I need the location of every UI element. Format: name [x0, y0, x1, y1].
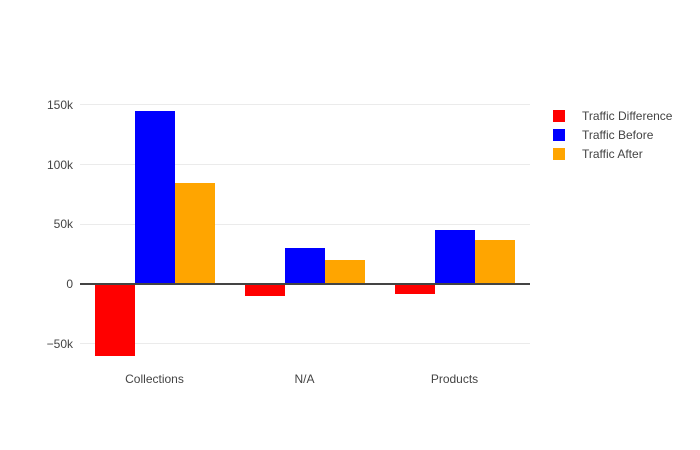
legend-swatch-traffic-before: [553, 128, 565, 141]
legend-item-traffic-after[interactable]: Traffic After: [553, 144, 672, 163]
x-tick-label-n-a: N/A: [294, 372, 315, 386]
bar-traffic-after-n-a[interactable]: [324, 260, 365, 284]
bar-traffic-before-collections[interactable]: [134, 110, 175, 284]
x-tick-label-collections: Collections: [125, 372, 184, 386]
y-tick-label-100k: 100k: [46, 157, 73, 172]
legend-label-traffic-difference: Traffic Difference: [582, 108, 673, 123]
legend-label-traffic-before: Traffic Before: [582, 127, 654, 142]
y-tick-label-150k: 150k: [46, 97, 73, 112]
y-tick-label-50k: 50k: [53, 217, 73, 232]
bar-traffic-difference-collections[interactable]: [94, 284, 135, 356]
bar-traffic-before-n-a[interactable]: [284, 248, 325, 284]
legend-swatch-traffic-difference: [553, 109, 565, 122]
legend-item-traffic-difference[interactable]: Traffic Difference: [553, 106, 672, 125]
bar-traffic-difference-products[interactable]: [394, 284, 435, 294]
bar-traffic-after-collections[interactable]: [174, 182, 215, 284]
gridline--50k: [79, 343, 530, 345]
y-tick-label--50k: −50k: [46, 336, 73, 351]
bar-traffic-before-products[interactable]: [434, 230, 475, 284]
legend-label-traffic-after: Traffic After: [582, 146, 643, 161]
gridline-150k: [79, 104, 530, 106]
bar-traffic-after-products[interactable]: [474, 239, 515, 284]
gridline-100k: [79, 164, 530, 166]
legend-swatch-traffic-after: [553, 147, 565, 160]
bar-traffic-difference-n-a[interactable]: [244, 284, 285, 296]
legend-item-traffic-before[interactable]: Traffic Before: [553, 125, 672, 144]
zero-line: [79, 283, 530, 285]
gridline-50k: [79, 223, 530, 225]
y-tick-label-0: 0: [66, 277, 73, 291]
x-tick-label-products: Products: [430, 372, 479, 386]
legend: Traffic Difference Traffic Before Traffic …: [553, 106, 672, 164]
